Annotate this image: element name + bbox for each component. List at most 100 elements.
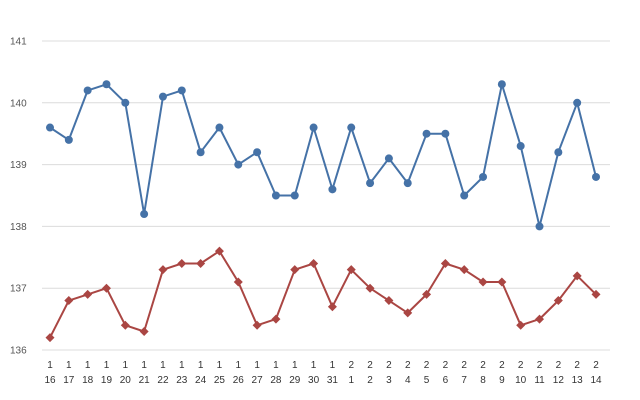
data-point[interactable] [309, 123, 318, 132]
data-point[interactable] [554, 148, 563, 157]
data-point[interactable] [516, 320, 526, 330]
data-point[interactable] [121, 98, 130, 107]
x-tick-label-day: 24 [195, 375, 207, 386]
x-tick-label-day: 16 [44, 375, 56, 386]
x-tick-label-month: 1 [273, 360, 279, 371]
x-tick-label-day: 2 [367, 375, 373, 386]
data-point[interactable] [158, 265, 168, 275]
x-tick-label-day: 17 [63, 375, 75, 386]
data-point[interactable] [366, 179, 375, 188]
data-point[interactable] [478, 277, 488, 287]
x-tick-label-day: 3 [386, 375, 392, 386]
x-tick-label-month: 2 [405, 360, 411, 371]
data-point[interactable] [290, 265, 300, 275]
data-point[interactable] [403, 308, 413, 318]
data-point[interactable] [573, 98, 582, 107]
data-point[interactable] [196, 258, 206, 268]
x-tick-label-month: 1 [160, 360, 166, 371]
data-point[interactable] [140, 210, 149, 219]
x-tick-label-month: 2 [443, 360, 449, 371]
series-line [49, 83, 597, 228]
x-tick-label-day: 6 [443, 375, 449, 386]
x-tick-label-month: 2 [480, 360, 486, 371]
y-tick-label: 141 [10, 37, 27, 48]
data-point[interactable] [535, 314, 545, 324]
x-tick-label-day: 23 [176, 375, 188, 386]
x-tick-label-month: 2 [537, 360, 543, 371]
data-point[interactable] [139, 326, 149, 336]
data-point[interactable] [83, 289, 93, 299]
x-tick-label-day: 8 [480, 375, 486, 386]
data-point[interactable] [120, 320, 130, 330]
data-point[interactable] [497, 80, 506, 89]
data-point[interactable] [158, 92, 167, 101]
data-point[interactable] [215, 123, 224, 132]
data-point[interactable] [497, 277, 507, 287]
data-point[interactable] [460, 191, 469, 200]
x-tick-label-month: 1 [179, 360, 185, 371]
data-point[interactable] [102, 80, 111, 89]
x-tick-label-month: 2 [348, 360, 354, 371]
series-line [49, 250, 597, 339]
data-point[interactable] [479, 172, 488, 181]
data-point[interactable] [46, 123, 54, 132]
data-point[interactable] [234, 160, 243, 169]
data-point[interactable] [196, 148, 205, 157]
data-point[interactable] [459, 265, 469, 275]
x-tick-label-day: 1 [348, 375, 354, 386]
x-tick-label-month: 1 [123, 360, 129, 371]
data-point[interactable] [252, 320, 262, 330]
x-tick-label-month: 2 [386, 360, 392, 371]
x-tick-label-day: 13 [572, 375, 584, 386]
data-point[interactable] [592, 172, 600, 181]
data-point[interactable] [327, 302, 337, 312]
data-point[interactable] [347, 123, 356, 132]
data-point[interactable] [64, 135, 73, 144]
data-point[interactable] [83, 86, 92, 95]
x-tick-label-month: 2 [424, 360, 430, 371]
data-point[interactable] [422, 129, 431, 138]
y-tick-label: 140 [10, 98, 27, 109]
x-tick-label-month: 1 [141, 360, 147, 371]
data-point[interactable] [403, 179, 412, 188]
x-tick-label-day: 26 [233, 375, 245, 386]
x-tick-label-day: 19 [101, 375, 113, 386]
data-point[interactable] [572, 271, 582, 281]
data-point[interactable] [346, 265, 356, 275]
data-point[interactable] [384, 154, 393, 163]
data-point[interactable] [422, 289, 432, 299]
data-point[interactable] [516, 142, 525, 151]
x-tick-label-month: 1 [66, 360, 72, 371]
data-point[interactable] [290, 191, 299, 200]
data-point[interactable] [535, 222, 544, 231]
x-tick-label-day: 18 [82, 375, 94, 386]
data-point[interactable] [553, 296, 563, 306]
y-tick-label: 137 [10, 284, 27, 295]
data-point[interactable] [101, 283, 111, 293]
data-point[interactable] [271, 314, 281, 324]
data-point[interactable] [440, 258, 450, 268]
data-point[interactable] [45, 333, 55, 343]
data-point[interactable] [591, 289, 601, 299]
y-tick-label: 139 [10, 160, 27, 171]
data-point[interactable] [271, 191, 280, 200]
data-point[interactable] [177, 258, 187, 268]
data-point[interactable] [253, 148, 262, 157]
x-tick-label-month: 1 [330, 360, 336, 371]
data-point[interactable] [365, 283, 375, 293]
data-point[interactable] [328, 185, 337, 194]
x-tick-label-month: 2 [574, 360, 580, 371]
data-point[interactable] [233, 277, 243, 287]
data-point[interactable] [309, 258, 319, 268]
data-point[interactable] [177, 86, 186, 95]
gridlines [42, 40, 610, 351]
y-tick-label: 138 [10, 222, 27, 233]
data-point[interactable] [441, 129, 450, 138]
data-point[interactable] [384, 296, 394, 306]
x-tick-label-day: 28 [270, 375, 282, 386]
data-point[interactable] [214, 246, 224, 256]
series-1 [46, 80, 600, 231]
data-point[interactable] [64, 296, 74, 306]
x-tick-label-month: 2 [593, 360, 599, 371]
